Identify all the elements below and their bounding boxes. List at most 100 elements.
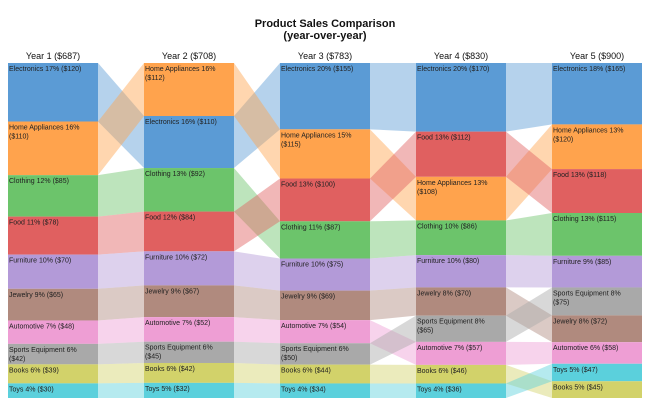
ribbon-clothing-2-3 (234, 168, 280, 259)
ribbon-jewelry-4-5 (506, 287, 552, 343)
bar-books-year-1 (8, 364, 98, 384)
label-toys-year-1: Toys 4% ($30) (9, 386, 54, 393)
label-home-appliances-year-3: Home Appliances 15% ($115) (281, 132, 351, 148)
ribbon-electronics-1-2 (98, 63, 144, 169)
bar-toys-year-2 (144, 382, 234, 398)
bar-electronics-year-4 (416, 63, 506, 132)
bar-clothing-year-2 (144, 168, 234, 212)
bar-electronics-year-2 (144, 115, 234, 169)
chart-subtitle: (year-over-year) (283, 30, 366, 42)
ribbon-sports-equipment-4-5 (506, 287, 552, 342)
bar-electronics-year-5 (552, 63, 642, 125)
label-automotive-year-4: Automotive 7% ($57) (417, 345, 482, 352)
ribbon-furniture-2-3 (234, 251, 280, 291)
label-clothing-year-5: Clothing 13% ($115) (553, 216, 616, 223)
bar-automotive-year-4 (416, 341, 506, 365)
ribbon-books-1-2 (98, 362, 144, 384)
label-jewelry-year-2: Jewelry 9% ($67) (145, 288, 199, 295)
label-automotive-year-3: Automotive 7% ($54) (281, 323, 346, 330)
ribbon-automotive-4-5 (506, 341, 552, 365)
ribbon-food-2-3 (234, 178, 280, 252)
bar-books-year-2 (144, 362, 234, 383)
bar-toys-year-4 (416, 383, 506, 398)
label-toys-year-4: Toys 4% ($36) (417, 386, 462, 393)
ribbon-food-4-5 (506, 131, 552, 214)
bar-food-year-4 (416, 131, 506, 177)
bar-automotive-year-3 (280, 320, 370, 344)
ribbon-sports-equipment-1-2 (98, 341, 144, 365)
bar-sports-equipment-year-5 (552, 287, 642, 316)
year-title-4: Year 4 ($830) (434, 51, 488, 61)
label-sports-equipment-year-5: Sports Equipment 8% ($75) (553, 290, 621, 306)
ribbon-electronics-3-4 (370, 63, 416, 132)
bar-clothing-year-5 (552, 213, 642, 256)
ribbon-food-1-2 (98, 211, 144, 255)
bar-toys-year-3 (280, 383, 370, 398)
label-home-appliances-year-2: Home Appliances 16% ($112) (145, 66, 215, 82)
label-electronics-year-4: Electronics 20% ($170) (417, 66, 489, 73)
ribbon-books-3-4 (370, 364, 416, 384)
label-sports-equipment-year-2: Sports Equipment 6% ($45) (145, 345, 213, 361)
label-furniture-year-3: Furniture 10% ($75) (281, 262, 343, 269)
ribbon-automotive-2-3 (234, 317, 280, 344)
bar-food-year-1 (8, 216, 98, 255)
bar-home-appliances-year-1 (8, 121, 98, 176)
label-home-appliances-year-1: Home Appliances 16% ($110) (9, 125, 79, 141)
bar-clothing-year-1 (8, 175, 98, 217)
bar-clothing-year-4 (416, 220, 506, 256)
bar-furniture-year-4 (416, 255, 506, 288)
label-furniture-year-2: Furniture 10% ($72) (145, 254, 207, 261)
ribbon-toys-4-5 (506, 363, 552, 398)
year-title-5: Year 5 ($900) (570, 51, 624, 61)
label-automotive-year-2: Automotive 7% ($52) (145, 320, 210, 327)
ribbon-jewelry-2-3 (234, 285, 280, 321)
ribbon-books-4-5 (506, 364, 552, 398)
ribbon-clothing-3-4 (370, 220, 416, 259)
bar-home-appliances-year-2 (144, 63, 234, 116)
bar-jewelry-year-3 (280, 290, 370, 321)
bar-sports-equipment-year-3 (280, 343, 370, 365)
bar-clothing-year-3 (280, 221, 370, 259)
label-toys-year-5: Toys 5% ($47) (553, 367, 598, 374)
label-automotive-year-1: Automotive 7% ($48) (9, 323, 74, 330)
label-jewelry-year-1: Jewelry 9% ($65) (9, 292, 63, 299)
label-books-year-1: Books 6% ($39) (9, 367, 59, 374)
label-jewelry-year-4: Jewelry 8% ($70) (417, 290, 471, 297)
ribbon-electronics-4-5 (506, 63, 552, 132)
label-home-appliances-year-5: Home Appliances 13% ($120) (553, 127, 623, 143)
year-title-1: Year 1 ($687) (26, 51, 80, 61)
label-sports-equipment-year-1: Sports Equipment 6% ($42) (9, 347, 77, 363)
ribbon-home-appliances-2-3 (234, 63, 280, 179)
label-clothing-year-3: Clothing 11% ($87) (281, 224, 340, 231)
label-food-year-3: Food 13% ($100) (281, 182, 335, 189)
bar-furniture-year-3 (280, 258, 370, 291)
ribbon-toys-3-4 (370, 383, 416, 398)
label-automotive-year-5: Automotive 6% ($58) (553, 345, 618, 352)
label-toys-year-3: Toys 4% ($34) (281, 386, 326, 393)
bar-home-appliances-year-3 (280, 129, 370, 179)
bar-toys-year-5 (552, 363, 642, 382)
ribbon-home-appliances-1-2 (98, 63, 144, 176)
label-food-year-1: Food 11% ($78) (9, 220, 59, 227)
bar-jewelry-year-4 (416, 287, 506, 316)
ribbon-books-2-3 (234, 362, 280, 384)
year-title-2: Year 2 ($708) (162, 51, 216, 61)
bar-jewelry-year-5 (552, 315, 642, 343)
ribbon-home-appliances-3-4 (370, 129, 416, 221)
ribbon-toys-2-3 (234, 382, 280, 398)
bar-home-appliances-year-4 (416, 176, 506, 221)
label-furniture-year-4: Furniture 10% ($80) (417, 258, 479, 265)
label-clothing-year-4: Clothing 10% ($86) (417, 223, 477, 230)
ribbon-automotive-3-4 (370, 320, 416, 365)
bar-automotive-year-2 (144, 317, 234, 342)
bar-furniture-year-5 (552, 255, 642, 288)
bar-furniture-year-2 (144, 251, 234, 286)
label-furniture-year-1: Furniture 10% ($70) (9, 258, 71, 265)
label-books-year-5: Books 5% ($45) (553, 384, 603, 391)
ribbons (98, 63, 552, 398)
bar-home-appliances-year-5 (552, 124, 642, 170)
ribbon-jewelry-3-4 (370, 287, 416, 321)
ribbon-home-appliances-4-5 (506, 124, 552, 221)
